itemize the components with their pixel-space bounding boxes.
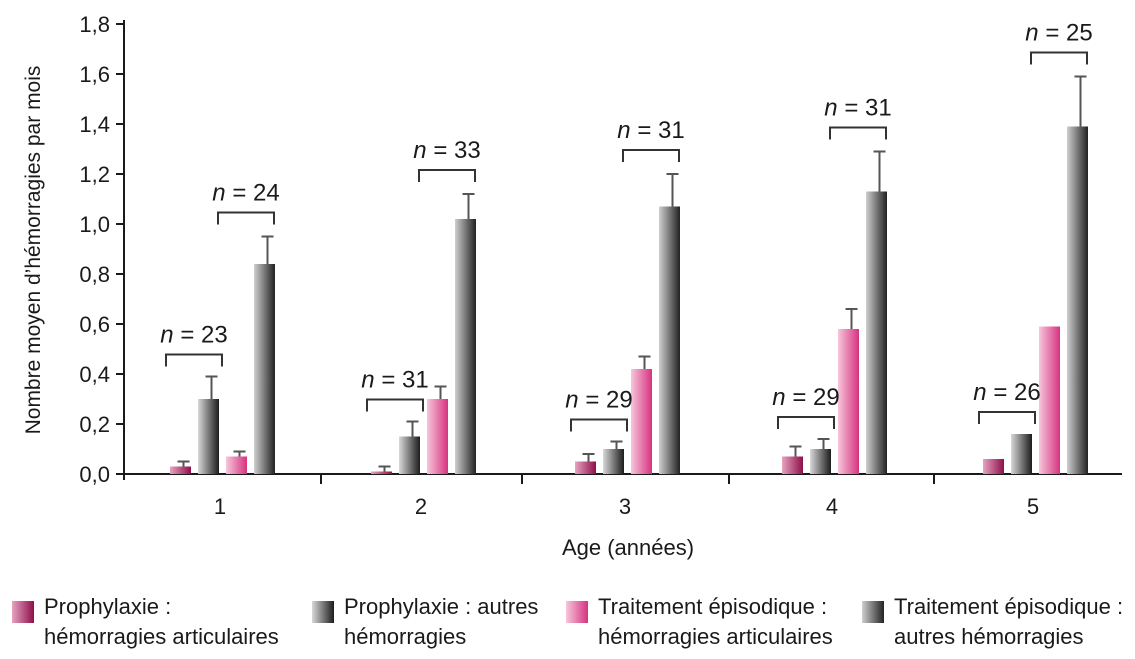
y-tick-label: 0,8: [79, 262, 110, 287]
n-prophylaxie-label: n = 29: [565, 387, 632, 414]
bar: [659, 206, 680, 474]
bar: [371, 471, 392, 474]
y-tick-label: 1,6: [79, 62, 110, 87]
bar: [838, 329, 859, 474]
bar: [631, 369, 652, 474]
legend-swatch-grey: [862, 601, 884, 623]
n-episodique-label: n = 25: [1025, 20, 1092, 47]
bar: [427, 399, 448, 474]
legend: Prophylaxie : hémorragies articulaires P…: [0, 592, 1135, 658]
bar: [455, 219, 476, 474]
legend-line: autres hémorragies: [894, 624, 1084, 649]
n-prophylaxie-bracket: [978, 411, 1036, 424]
n-episodique-bracket: [622, 149, 680, 162]
y-tick-label: 1,4: [79, 112, 110, 137]
bar: [810, 449, 831, 474]
bar: [983, 459, 1004, 474]
legend-swatch-light-pink: [566, 601, 588, 623]
x-tick-label: 5: [1027, 494, 1039, 519]
bar: [170, 466, 191, 474]
n-prophylaxie-label: n = 31: [361, 367, 428, 394]
n-prophylaxie-bracket: [165, 353, 223, 367]
bar: [782, 456, 803, 474]
bar: [226, 456, 247, 474]
legend-line: Traitement épisodique :: [894, 594, 1124, 619]
axes: 0,0 0,2 0,4 0,6 0,8 1,0 1,2 1,4 1,6 1,8 1 2 3 4 5: [79, 12, 1122, 519]
bar: [198, 399, 219, 474]
y-tick-label: 0,6: [79, 312, 110, 337]
bars: [170, 75, 1088, 474]
y-tick-label: 0,0: [79, 462, 110, 487]
n-prophylaxie-bracket: [366, 398, 424, 412]
n-episodique-bracket: [829, 126, 887, 140]
x-axis-label: Age (années): [562, 535, 694, 560]
legend-line: hémorragies: [344, 624, 467, 649]
bar: [866, 191, 887, 474]
y-tick-label: 0,4: [79, 362, 110, 387]
n-prophylaxie-label: n = 29: [772, 384, 839, 411]
n-episodique-bracket: [1030, 51, 1088, 65]
n-episodique-label: n = 31: [824, 95, 891, 122]
n-episodique-label: n = 31: [617, 117, 684, 144]
n-prophylaxie-label: n = 23: [160, 322, 227, 349]
legend-item-episodique-articulaires: Traitement épisodique : hémorragies arti…: [566, 592, 833, 656]
y-axis-label: Nombre moyen d’hémorragies par mois: [22, 66, 45, 435]
n-prophylaxie-bracket: [570, 418, 628, 432]
y-tick-label: 1,0: [79, 212, 110, 237]
legend-item-prophylaxie-autres: Prophylaxie : autres hémorragies: [312, 592, 538, 656]
y-tick-label: 1,8: [79, 12, 110, 37]
legend-line: hémorragies articulaires: [598, 624, 833, 649]
bar-chart: Nombre moyen d’hémorragies par mois Age …: [22, 12, 1122, 560]
bar: [254, 264, 275, 474]
x-tick-label: 3: [619, 494, 631, 519]
legend-item-episodique-autres: Traitement épisodique : autres hémorragi…: [862, 592, 1123, 656]
y-tick-label: 1,2: [79, 162, 110, 187]
legend-line: hémorragies articulaires: [44, 624, 279, 649]
legend-swatch-dark-pink: [12, 601, 34, 623]
bar: [603, 449, 624, 474]
n-prophylaxie-label: n = 26: [973, 379, 1040, 406]
x-tick-label: 2: [415, 494, 427, 519]
x-tick-label: 1: [214, 494, 226, 519]
legend-line: Traitement épisodique :: [598, 594, 828, 619]
legend-line: Prophylaxie : autres: [344, 594, 539, 619]
bar: [399, 436, 420, 474]
sample-size-annotations: n = 23 n = 24 n = 31 n = 33 n = 29 n = 31 n = …: [160, 20, 1093, 432]
n-episodique-label: n = 33: [413, 137, 480, 164]
n-episodique-bracket: [217, 211, 275, 225]
n-episodique-label: n = 24: [212, 180, 279, 207]
x-tick-label: 4: [826, 494, 838, 519]
legend-swatch-dark-grey: [312, 601, 334, 623]
bar: [575, 461, 596, 474]
legend-item-prophylaxie-articulaires: Prophylaxie : hémorragies articulaires: [12, 592, 279, 656]
legend-line: Prophylaxie :: [44, 594, 172, 619]
y-tick-label: 0,2: [79, 412, 110, 437]
bar: [1039, 326, 1060, 474]
bar: [1067, 126, 1088, 474]
bar: [1011, 434, 1032, 474]
n-episodique-bracket: [418, 169, 476, 182]
n-prophylaxie-bracket: [777, 416, 835, 429]
